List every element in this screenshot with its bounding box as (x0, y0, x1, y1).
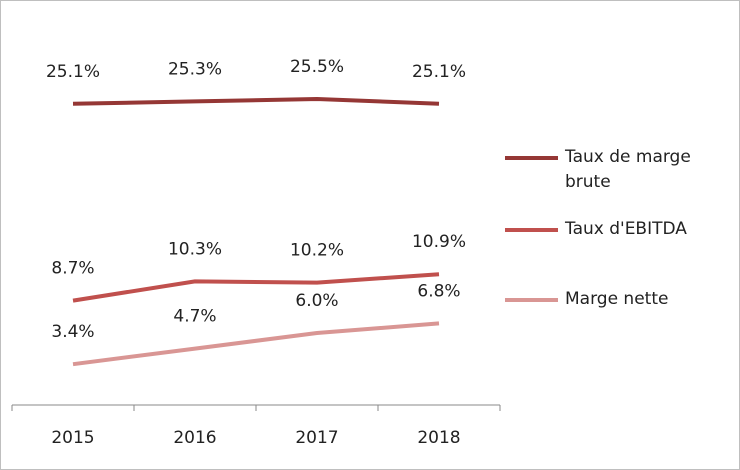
legend-label: Marge nette (565, 289, 669, 309)
data-label: 8.7% (51, 259, 94, 279)
series-line (72, 272, 440, 303)
data-label: 25.3% (168, 59, 222, 79)
data-label: 10.9% (412, 232, 466, 252)
data-label: 6.8% (417, 281, 460, 301)
data-label: 25.1% (412, 62, 466, 82)
data-label: 10.3% (168, 239, 222, 259)
legend-label: Taux d'EBITDA (565, 219, 687, 239)
data-label: 4.7% (173, 307, 216, 327)
x-tick-label: 2017 (295, 428, 338, 448)
data-label: 10.2% (290, 241, 344, 261)
data-label: 6.0% (295, 291, 338, 311)
x-tick-label: 2018 (417, 428, 460, 448)
data-label: 3.4% (51, 322, 94, 342)
data-label: 25.1% (46, 62, 100, 82)
data-label: 25.5% (290, 57, 344, 77)
x-tick-label: 2016 (173, 428, 216, 448)
series-line (72, 321, 440, 367)
legend-label: Taux de marge brute (565, 147, 691, 192)
series-line (72, 97, 440, 106)
x-tick-label: 2015 (51, 428, 94, 448)
